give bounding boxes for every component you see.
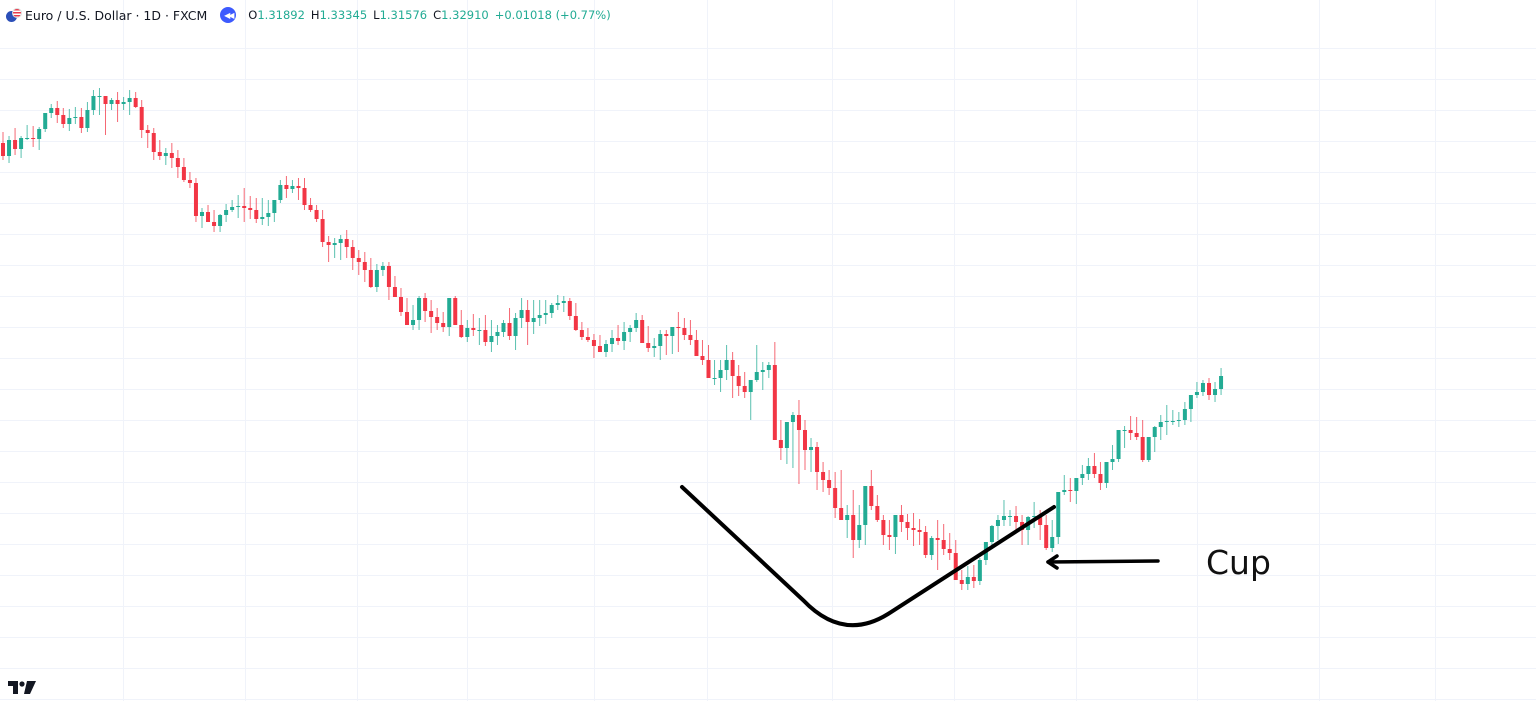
symbol-title[interactable]: Euro / U.S. Dollar · 1D · FXCM — [25, 7, 208, 23]
ohlc-values: O1.31892 H1.33345 L1.31576 C1.32910 +0.0… — [248, 8, 610, 22]
candles — [1, 88, 1224, 590]
eur-usd-flag-icon — [6, 8, 22, 22]
symbol-legend: Euro / U.S. Dollar · 1D · FXCM ◀◀ O1.318… — [6, 5, 611, 25]
change-value: +0.01018 (+0.77%) — [494, 8, 611, 22]
open-value: O1.31892 — [248, 8, 305, 22]
cup-label[interactable]: Cup — [1206, 543, 1271, 582]
close-value: C1.32910 — [433, 8, 489, 22]
tradingview-logo[interactable] — [8, 681, 36, 694]
low-value: L1.31576 — [373, 8, 428, 22]
arrow-head-icon — [1046, 554, 1059, 570]
high-value: H1.33345 — [310, 8, 368, 22]
rewind-icon[interactable]: ◀◀ — [220, 7, 237, 23]
arrow-shaft[interactable] — [1046, 559, 1160, 564]
cup-annotation[interactable] — [680, 485, 1160, 628]
cup-curve[interactable] — [680, 485, 1056, 628]
